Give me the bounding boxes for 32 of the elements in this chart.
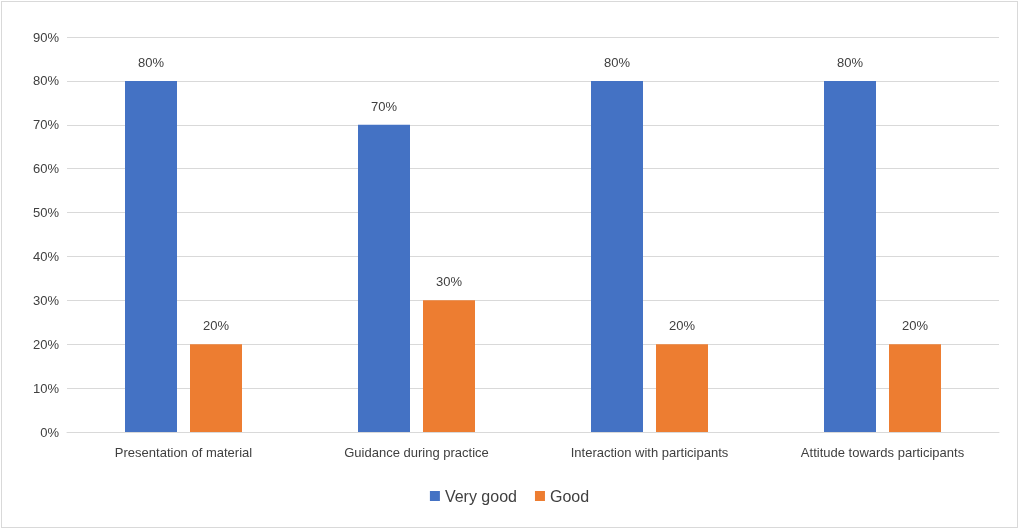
- x-tick-label: Attitude towards participants: [800, 445, 965, 460]
- y-tick-label: 80%: [32, 73, 60, 89]
- bar: [889, 344, 941, 432]
- x-tick-label: Presentation of material: [114, 445, 253, 460]
- y-tick-label: 70%: [32, 117, 60, 133]
- bar: [190, 344, 242, 432]
- bar: [591, 80, 643, 432]
- x-tick-label: Guidance during practice: [344, 445, 489, 460]
- y-tick-label: 90%: [32, 29, 60, 45]
- y-tick-label: 60%: [32, 161, 60, 177]
- bar: [125, 80, 177, 432]
- x-tick-label: Interaction with participants: [570, 445, 729, 460]
- data-label: 80%: [836, 54, 864, 70]
- y-tick-label: 20%: [32, 336, 60, 352]
- data-label: 20%: [901, 318, 929, 334]
- y-tick-label: 30%: [32, 292, 60, 308]
- bar: [824, 80, 876, 432]
- bar: [423, 300, 475, 432]
- y-tick-label: 40%: [32, 248, 60, 264]
- data-label: 20%: [202, 318, 230, 334]
- bar: [358, 124, 410, 432]
- legend-label: Good: [549, 487, 590, 505]
- data-label: 30%: [435, 274, 463, 290]
- bar: [656, 344, 708, 432]
- data-label: 80%: [137, 54, 165, 70]
- y-tick-label: 10%: [32, 380, 60, 396]
- data-label: 80%: [603, 54, 631, 70]
- y-tick-label: 50%: [32, 205, 60, 221]
- legend-label: Very good: [444, 487, 517, 505]
- data-label: 70%: [370, 98, 398, 114]
- y-tick-label: 0%: [40, 424, 60, 440]
- data-label: 20%: [668, 318, 696, 334]
